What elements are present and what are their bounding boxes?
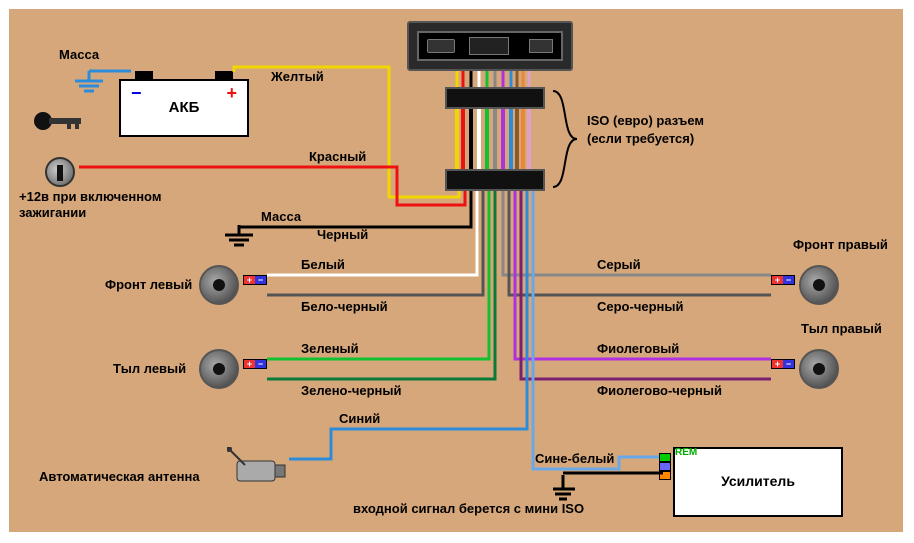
l-iso1: ISO (евро) разъем (587, 113, 704, 128)
l-violetblack: Фиолегово-черный (597, 383, 722, 398)
l-input: входной сигнал берется с мини ISO (353, 501, 584, 516)
l-ground: Масса (59, 47, 99, 62)
l-fl: Фронт левый (105, 277, 192, 292)
l-grayblack: Серо-черный (597, 299, 684, 314)
l-green: Зеленый (301, 341, 359, 356)
l-whiteblack: Бело-черный (301, 299, 388, 314)
l-bluewhite: Сине-белый (535, 451, 614, 466)
diagram-canvas: АКБ − + +− +− (9, 9, 903, 532)
wires (9, 9, 903, 532)
l-white: Белый (301, 257, 345, 272)
l-yellow: Желтый (271, 69, 324, 84)
l-antenna: Автоматическая антенна (39, 469, 200, 484)
l-ign2: зажигании (19, 205, 86, 220)
l-ign1: +12в при включенном (19, 189, 161, 204)
l-blue: Синий (339, 411, 380, 426)
l-black-gnd: Масса (261, 209, 301, 224)
l-red: Красный (309, 149, 366, 164)
l-iso2: (если требуется) (587, 131, 694, 146)
l-rl: Тыл левый (113, 361, 186, 376)
l-fr: Фронт правый (793, 237, 888, 252)
l-gray: Серый (597, 257, 641, 272)
l-black: Черный (317, 227, 368, 242)
l-greenblack: Зелено-черный (301, 383, 401, 398)
l-rr: Тыл правый (801, 321, 882, 336)
l-violet: Фиолеговый (597, 341, 679, 356)
